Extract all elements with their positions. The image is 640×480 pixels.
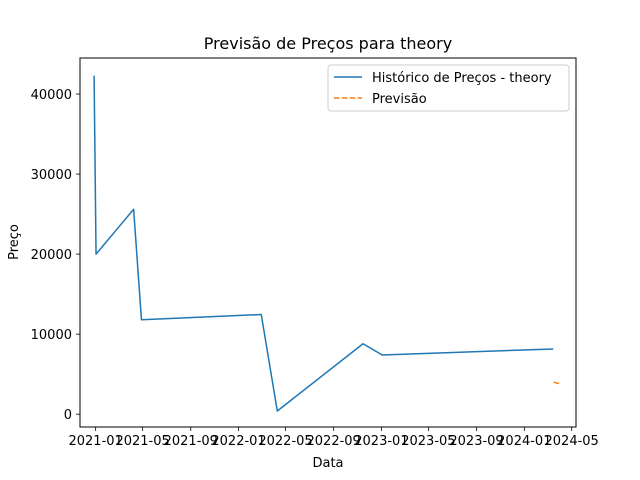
x-tick-label-7: 2023-05 — [401, 434, 455, 449]
y-tick-label-0: 0 — [64, 408, 72, 423]
y-tick-label-2: 20000 — [31, 248, 72, 263]
series-1-point-1 — [559, 383, 561, 385]
y-tick-label-3: 30000 — [31, 168, 72, 183]
y-axis-ticks: 0 10000 20000 30000 40000 — [31, 88, 80, 423]
x-axis-label: Data — [312, 456, 343, 471]
x-tick-label-10: 2024-05 — [545, 434, 599, 449]
x-tick-label-1: 2021-05 — [115, 434, 169, 449]
y-tick-label-1: 10000 — [31, 328, 72, 343]
series-0-point-7 — [381, 354, 383, 356]
series-line-1 — [553, 381, 560, 385]
x-tick-label-0: 2021-01 — [68, 434, 122, 449]
series-0-point-3 — [140, 319, 142, 321]
series-0-point-4 — [260, 314, 262, 316]
series-line-0 — [93, 75, 554, 412]
legend: Histórico de Preços - theory Previsão — [327, 64, 570, 112]
series-0-point-8 — [552, 348, 554, 350]
y-axis-label: Preço — [7, 224, 22, 260]
x-axis-ticks: 2021-012021-052021-092022-012022-052022-… — [68, 427, 599, 449]
x-tick-label-3: 2022-01 — [211, 434, 265, 449]
x-tick-label-9: 2024-01 — [497, 434, 551, 449]
plot-frame — [79, 57, 577, 428]
plot-lines — [93, 75, 560, 412]
legend-label-1: Previsão — [372, 92, 427, 107]
series-1-point-0 — [553, 381, 555, 383]
x-tick-label-6: 2023-01 — [354, 434, 408, 449]
legend-label-0: Histórico de Preços - theory — [372, 71, 552, 86]
x-tick-label-8: 2023-09 — [449, 434, 503, 449]
series-0-point-1 — [95, 253, 97, 255]
series-0-point-2 — [133, 208, 135, 210]
series-0-point-0 — [93, 75, 95, 77]
x-tick-label-2: 2021-09 — [164, 434, 218, 449]
legend-box — [327, 64, 570, 112]
chart-title: Previsão de Preços para theory — [204, 34, 452, 53]
series-0-point-5 — [276, 410, 278, 412]
y-tick-label-4: 40000 — [31, 88, 72, 103]
x-tick-label-4: 2022-05 — [258, 434, 312, 449]
x-tick-label-5: 2022-09 — [307, 434, 361, 449]
series-0-point-6 — [362, 343, 364, 345]
